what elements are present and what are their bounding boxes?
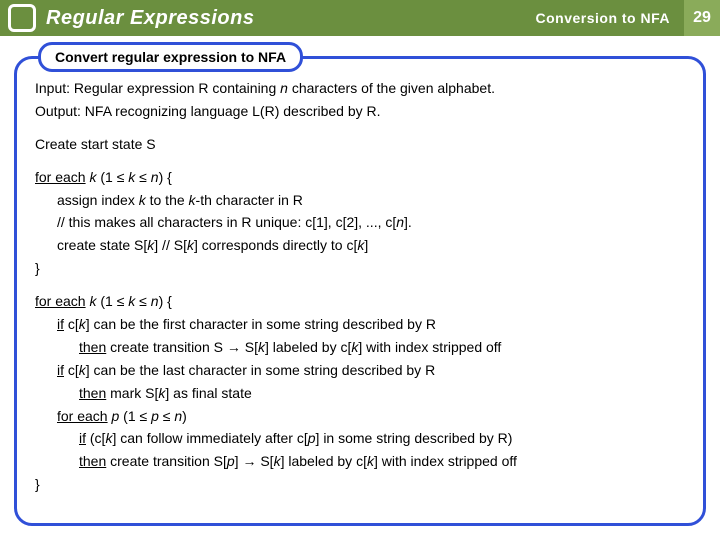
loop2-then1: then create transition S → S[k] labeled … <box>35 338 685 357</box>
content-frame: Input: Regular expression R containing n… <box>14 56 706 526</box>
create-start-line: Create start state S <box>35 135 685 154</box>
loop1-create: create state S[k] // S[k] corresponds di… <box>35 236 685 255</box>
header-title: Regular Expressions <box>46 7 254 30</box>
slide-header: Regular Expressions Conversion to NFA 29 <box>0 0 720 36</box>
loop2-if3: if (c[k] can follow immediately after c[… <box>35 429 685 448</box>
output-line: Output: NFA recognizing language L(R) de… <box>35 102 685 121</box>
loop1-comment: // this makes all characters in R unique… <box>35 213 685 232</box>
loop2-if1: if c[k] can be the first character in so… <box>35 315 685 334</box>
loop2-for: for each p (1 ≤ p ≤ n) <box>35 407 685 426</box>
loop2-then2: then mark S[k] as final state <box>35 384 685 403</box>
input-line: Input: Regular expression R containing n… <box>35 79 685 98</box>
loop1-assign: assign index k to the k-th character in … <box>35 191 685 210</box>
header-subtitle: Conversion to NFA <box>535 10 670 26</box>
loop2-close: } <box>35 475 685 494</box>
header-tab-icon <box>8 4 36 32</box>
loop1-close: } <box>35 259 685 278</box>
page-number: 29 <box>684 0 720 36</box>
section-label: Convert regular expression to NFA <box>38 42 303 72</box>
loop2-if2: if c[k] can be the last character in som… <box>35 361 685 380</box>
loop1-header: for each k (1 ≤ k ≤ n) { <box>35 168 685 187</box>
content-body: Input: Regular expression R containing n… <box>17 59 703 510</box>
loop2-then3: then create transition S[p] → S[k] label… <box>35 452 685 471</box>
loop2-header: for each k (1 ≤ k ≤ n) { <box>35 292 685 311</box>
